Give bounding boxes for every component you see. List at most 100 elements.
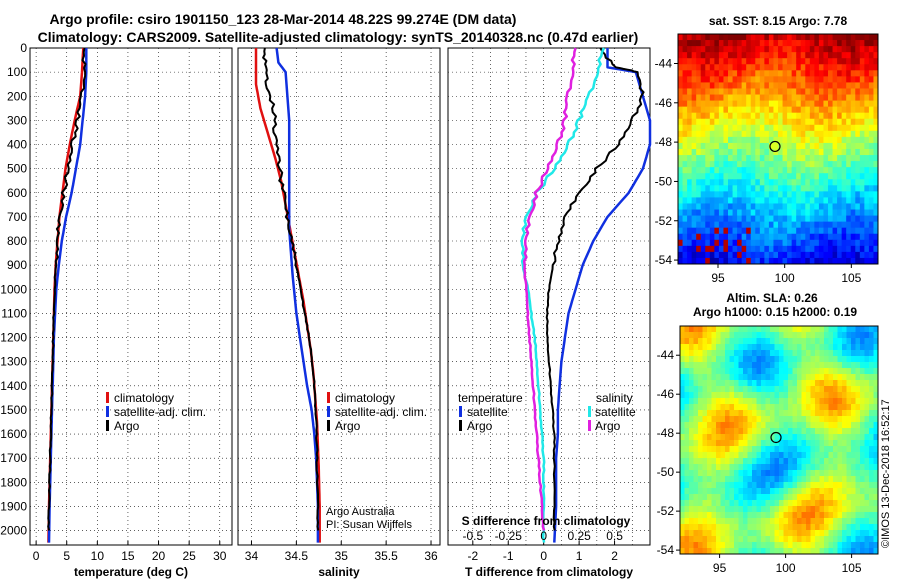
- map-cell: [792, 446, 798, 453]
- map-cell: [778, 149, 783, 156]
- map-cell: [709, 185, 715, 192]
- map-cell: [725, 464, 730, 471]
- map-cell: [682, 251, 688, 259]
- map-cell: [709, 88, 715, 95]
- map-cell: [765, 476, 771, 483]
- map-cell: [723, 149, 729, 156]
- map-cell: [729, 464, 735, 471]
- map-cell: [791, 82, 797, 89]
- depth-tick-label: 1800: [0, 475, 27, 489]
- map-cell: [691, 64, 697, 71]
- map-cell: [791, 185, 797, 192]
- map-cell: [689, 410, 694, 417]
- map-cell: [819, 464, 825, 471]
- map-cell: [850, 118, 856, 126]
- map-cell: [759, 227, 765, 235]
- map-cell: [824, 338, 829, 345]
- map-cell: [684, 368, 690, 375]
- map-cell: [792, 488, 798, 495]
- map-cell: [801, 374, 807, 381]
- map-cell: [770, 356, 775, 363]
- map-cell: [810, 476, 816, 483]
- map-cell: [691, 185, 697, 192]
- map-cell: [846, 356, 852, 363]
- map-cell: [828, 245, 833, 253]
- map-cell: [728, 100, 733, 108]
- map-cell: [833, 356, 838, 363]
- depth-tick-label: 1100: [1, 306, 27, 320]
- map-cell: [855, 149, 861, 156]
- legend-swatch: [459, 406, 462, 417]
- map-cell: [750, 46, 756, 53]
- map-cell: [684, 410, 690, 417]
- map-y-tick-label: -48: [655, 135, 673, 149]
- map-cell: [815, 440, 820, 447]
- map-cell: [873, 506, 879, 513]
- map-cell: [842, 404, 847, 411]
- map-cell: [743, 518, 748, 525]
- map-cell: [764, 257, 770, 265]
- map-cell: [738, 452, 744, 459]
- map-cell: [705, 130, 711, 138]
- map-cell: [850, 155, 856, 162]
- map-cell: [705, 197, 711, 204]
- map-cell: [833, 332, 838, 339]
- map-cell: [747, 368, 753, 375]
- map-cell: [750, 209, 756, 216]
- map-cell: [782, 82, 788, 89]
- map-cell: [800, 191, 806, 198]
- map-cell: [755, 52, 761, 59]
- map-cell: [770, 464, 775, 471]
- map-cell: [860, 410, 865, 417]
- map-cell: [693, 374, 699, 381]
- map-cell: [756, 422, 762, 429]
- map-cell: [814, 155, 820, 162]
- map-cell: [818, 76, 824, 83]
- map-cell: [788, 548, 793, 555]
- map-cell: [833, 482, 838, 489]
- map-cell: [720, 416, 726, 423]
- map-cell: [815, 416, 820, 423]
- map-cell: [678, 149, 683, 156]
- map-cell: [691, 239, 697, 247]
- map-cell: [791, 227, 797, 235]
- map-cell: [855, 440, 861, 447]
- map-cell: [846, 380, 852, 387]
- map-cell: [801, 410, 807, 417]
- map-cell: [851, 458, 856, 465]
- map-cell: [684, 536, 690, 543]
- map-cell: [864, 362, 870, 369]
- map-cell: [823, 221, 829, 229]
- map-cell: [792, 548, 798, 555]
- map-cell: [823, 161, 829, 168]
- map-cell: [787, 70, 793, 77]
- map-cell: [720, 332, 726, 339]
- map-cell: [868, 173, 874, 180]
- map-cell: [689, 350, 694, 357]
- map-cell: [818, 94, 824, 101]
- map-cell: [832, 40, 838, 47]
- map-cell: [729, 452, 735, 459]
- map-cell: [796, 82, 802, 89]
- map-cell: [734, 542, 739, 549]
- map-cell: [691, 257, 697, 265]
- map-cell: [783, 434, 789, 441]
- map-cell: [859, 130, 865, 138]
- map-cell: [864, 470, 870, 477]
- map-cell: [756, 548, 762, 555]
- map-cell: [687, 239, 693, 247]
- profile-location-marker: [770, 431, 782, 444]
- map-cell: [792, 386, 798, 393]
- map-cell: [828, 149, 833, 156]
- map-cell: [743, 482, 748, 489]
- map-cell: [814, 197, 820, 204]
- map-cell: [684, 476, 690, 483]
- map-cell: [818, 197, 824, 204]
- map-cell: [797, 350, 802, 357]
- map-cell: [755, 179, 761, 186]
- map-cell: [689, 536, 694, 543]
- map-cell: [678, 257, 683, 265]
- map-cell: [752, 500, 757, 507]
- map-cell: [718, 64, 724, 71]
- map-cell: [805, 149, 811, 156]
